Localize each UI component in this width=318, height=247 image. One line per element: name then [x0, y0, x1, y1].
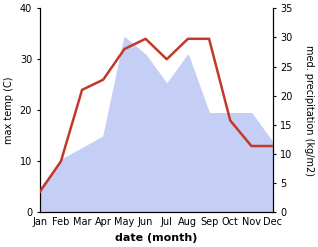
- Y-axis label: max temp (C): max temp (C): [4, 77, 14, 144]
- X-axis label: date (month): date (month): [115, 233, 197, 243]
- Y-axis label: med. precipitation (kg/m2): med. precipitation (kg/m2): [304, 45, 314, 176]
